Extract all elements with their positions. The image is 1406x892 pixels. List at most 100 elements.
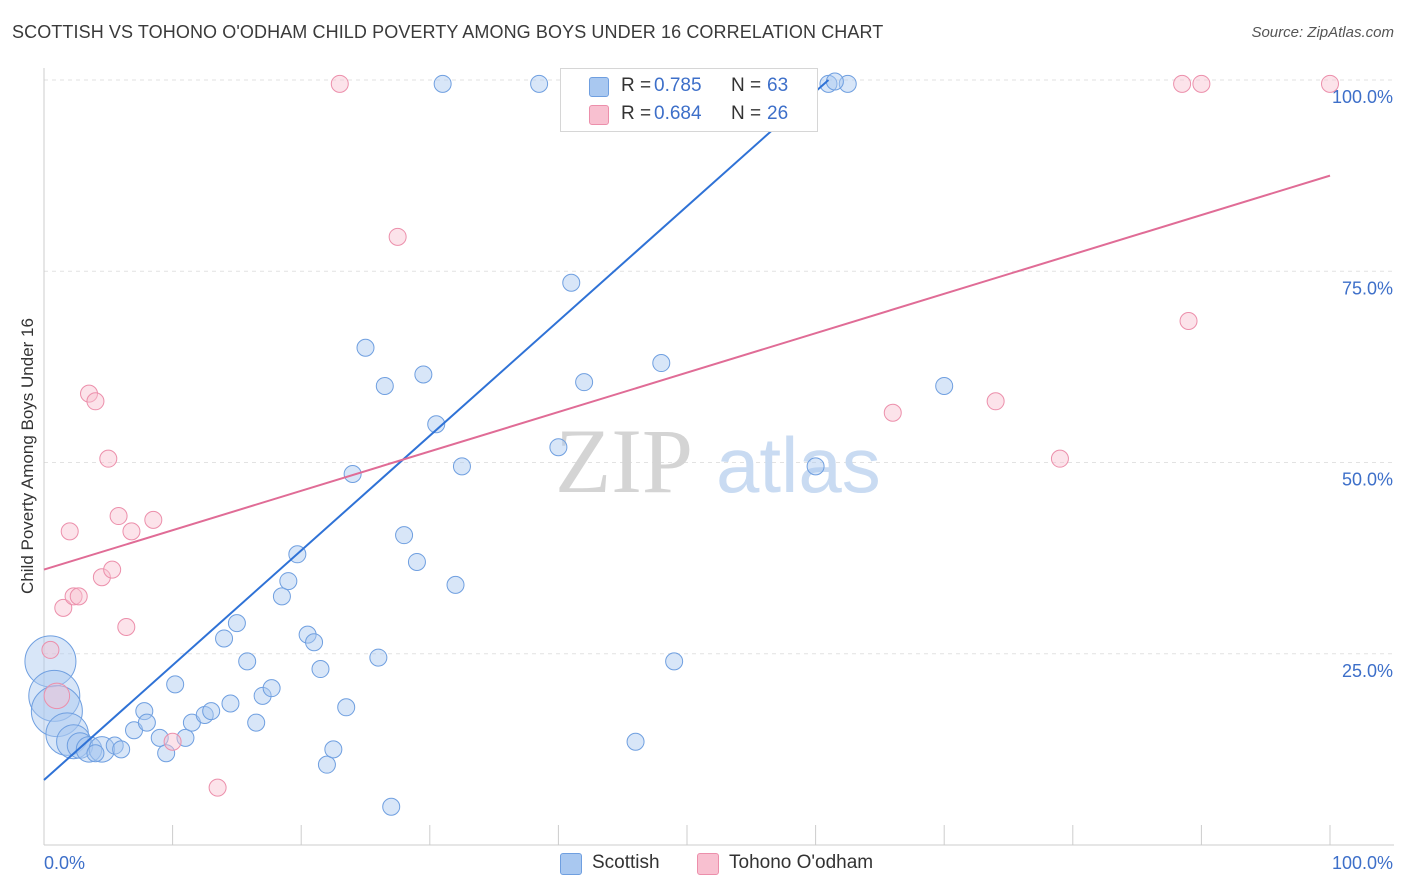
- point-tohono: [883, 403, 902, 422]
- source-label: Source: ZipAtlas.com: [1251, 24, 1394, 41]
- point-scottish: [382, 797, 401, 816]
- point-scottish: [665, 652, 684, 671]
- legend-n-label: N =: [731, 103, 762, 124]
- y-axis-label: Child Poverty Among Boys Under 16: [18, 318, 37, 594]
- point-scottish: [298, 625, 317, 644]
- grid-layer: [44, 79, 1394, 655]
- point-scottish: [135, 702, 154, 721]
- legend-n-label: N =: [731, 75, 762, 96]
- point-scottish: [317, 755, 336, 774]
- point-tohono: [1050, 449, 1069, 468]
- x-tick-label: 100.0%: [1332, 853, 1393, 873]
- point-scottish: [375, 377, 394, 395]
- point-scottish: [825, 72, 844, 91]
- point-tohono: [86, 392, 105, 411]
- point-tohono: [69, 587, 88, 606]
- bottom-legend-label: Tohono O'odham: [729, 852, 874, 873]
- point-tohono: [388, 227, 407, 246]
- y-tick-label: 50.0%: [1342, 470, 1393, 490]
- point-scottish: [137, 713, 156, 732]
- point-tohono: [43, 682, 71, 710]
- point-scottish: [272, 587, 291, 606]
- point-scottish: [433, 74, 452, 93]
- point-tohono: [330, 74, 349, 93]
- point-scottish: [395, 526, 414, 545]
- point-scottish: [652, 354, 671, 373]
- point-tohono: [1321, 74, 1339, 93]
- point-tohono: [117, 617, 136, 636]
- point-tohono: [109, 507, 128, 526]
- trend-line-scottish: [43, 79, 830, 781]
- legend-r-label: R =: [621, 103, 652, 124]
- point-scottish: [238, 652, 257, 671]
- point-tohono: [41, 640, 60, 659]
- watermark-atlas: atlas: [716, 421, 881, 509]
- legend-row-scottish: R = 0.785 N = 63: [561, 73, 817, 99]
- point-scottish: [356, 338, 375, 357]
- point-scottish: [157, 744, 176, 763]
- point-tohono: [54, 598, 73, 617]
- point-scottish: [369, 648, 388, 667]
- point-tohono: [99, 449, 118, 468]
- point-scottish: [446, 575, 465, 594]
- point-scottish: [279, 572, 298, 591]
- point-scottish: [530, 74, 549, 93]
- axis-layer: 25.0% 50.0% 75.0% 100.0% 0.0% 100.0%: [43, 68, 1394, 873]
- chart-title: SCOTTISH VS TOHONO O'ODHAM CHILD POVERTY…: [12, 22, 884, 42]
- trend-layer: [43, 79, 1331, 781]
- point-scottish: [806, 457, 825, 476]
- legend-swatch-scottish: [589, 77, 609, 97]
- point-scottish: [202, 702, 221, 721]
- legend-r-value: 0.684: [654, 103, 702, 124]
- point-tohono: [64, 587, 83, 606]
- y-tick-label: 100.0%: [1332, 87, 1393, 107]
- point-tohono: [208, 778, 227, 797]
- point-scottish: [311, 660, 330, 679]
- watermark-zip: ZIP: [555, 410, 693, 512]
- point-tohono: [80, 384, 99, 403]
- y-tick-label: 25.0%: [1342, 661, 1393, 681]
- point-tohono: [103, 560, 122, 579]
- legend-swatch-tohono: [589, 105, 609, 125]
- point-scottish: [575, 373, 594, 392]
- point-scottish: [247, 713, 266, 732]
- point-scottish: [562, 273, 581, 292]
- point-scottish: [166, 675, 185, 694]
- point-tohono: [1173, 74, 1192, 93]
- point-scottish: [343, 464, 362, 483]
- point-scottish: [215, 629, 234, 648]
- point-scottish: [305, 633, 324, 652]
- point-scottish: [427, 415, 446, 434]
- legend-row-tohono: R = 0.684 N = 26: [561, 101, 817, 127]
- y-tick-label: 75.0%: [1342, 278, 1393, 298]
- point-tohono: [92, 568, 111, 587]
- bottom-legend-label: Scottish: [592, 852, 660, 873]
- bottom-legend-swatch-scottish: [560, 853, 582, 875]
- point-scottish: [253, 686, 272, 705]
- point-scottish: [407, 552, 426, 571]
- legend-r-value: 0.785: [654, 75, 702, 96]
- point-scottish: [549, 438, 568, 457]
- point-scottish: [337, 698, 356, 717]
- point-tohono: [986, 392, 1005, 411]
- point-tohono: [1192, 74, 1211, 93]
- legend-n-value: 26: [767, 103, 789, 124]
- point-scottish: [88, 736, 116, 763]
- point-scottish: [935, 377, 954, 395]
- point-tohono: [163, 732, 182, 751]
- point-scottish: [626, 732, 645, 751]
- legend: R = 0.785 N = 63 R = 0.684 N = 26: [560, 68, 818, 132]
- legend-r-label: R =: [621, 75, 652, 96]
- point-scottish: [414, 365, 433, 384]
- point-scottish: [112, 740, 131, 759]
- point-tohono: [60, 522, 79, 541]
- legend-n-value: 63: [767, 75, 789, 96]
- point-scottish: [262, 679, 281, 698]
- point-scottish: [324, 740, 343, 759]
- point-tohono: [144, 510, 163, 529]
- x-tick-label: 0.0%: [44, 853, 85, 873]
- point-scottish: [452, 457, 471, 476]
- trend-line-tohono: [43, 174, 1331, 571]
- point-scottish: [221, 694, 240, 713]
